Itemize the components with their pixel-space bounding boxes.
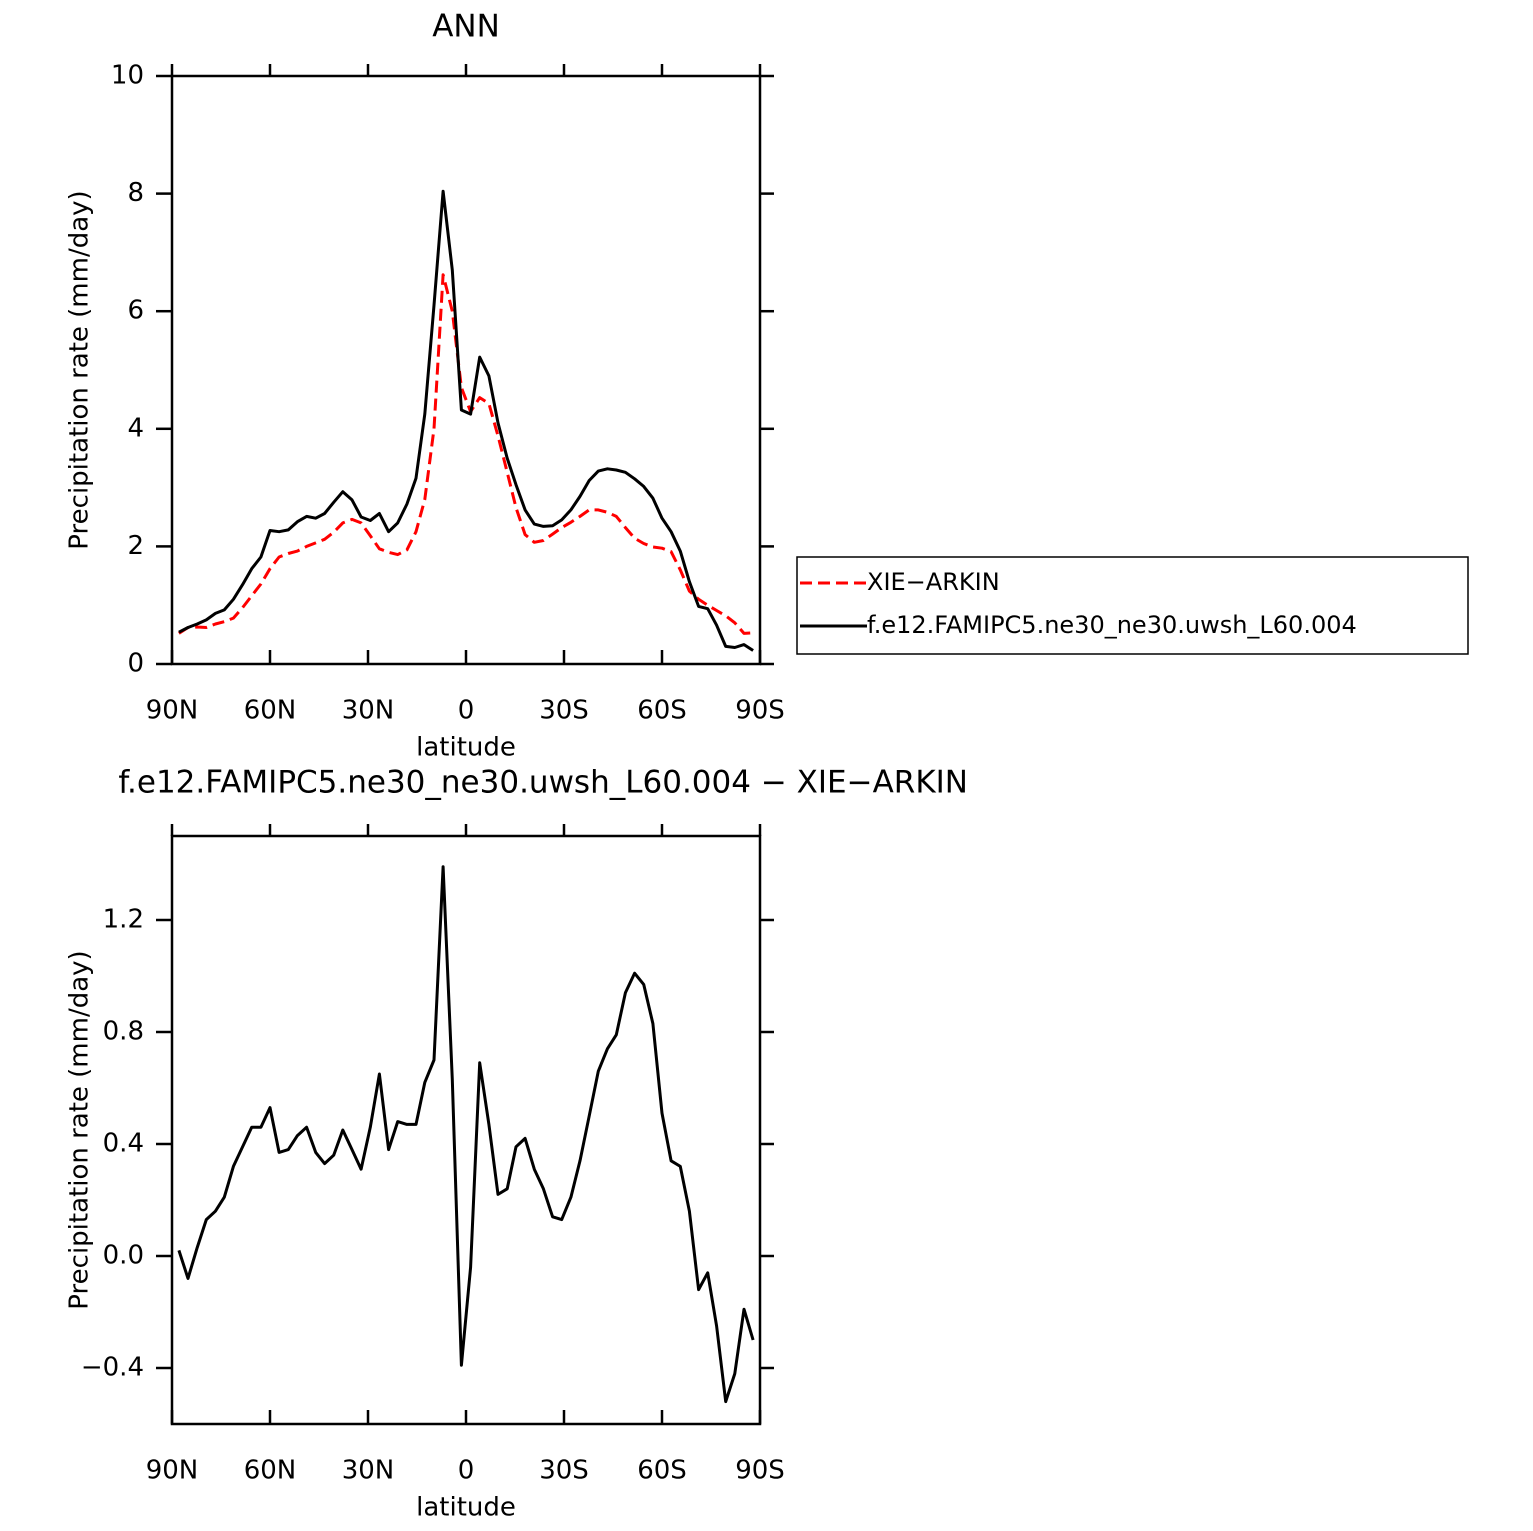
data-line: [178, 189, 754, 652]
x-axis-label: latitude: [416, 733, 516, 763]
y-tick-label: 0: [127, 649, 144, 679]
x-tick-label: 60N: [244, 696, 297, 726]
x-tick-label: 60N: [244, 1456, 297, 1486]
plot-frame: [170, 834, 762, 1426]
y-tick-label: 8: [127, 178, 144, 208]
y-tick-label: 0.0: [103, 1241, 144, 1271]
x-tick-label: 90S: [735, 1456, 785, 1486]
y-tick-label: 4: [127, 413, 144, 443]
chart-title: f.e12.FAMIPC5.ne30_ne30.uwsh_L60.004 − X…: [118, 765, 968, 801]
x-tick-label: 30N: [342, 1456, 395, 1486]
data-line: [177, 865, 755, 1404]
x-tick-label: 0: [458, 1456, 475, 1486]
legend-box: [796, 556, 1469, 655]
y-axis-label: Precipitation rate (mm/day): [65, 950, 95, 1309]
legend-label: XIE−ARKIN: [867, 568, 1000, 596]
legend-label: f.e12.FAMIPC5.ne30_ne30.uwsh_L60.004: [867, 611, 1357, 639]
plot-frame: [170, 74, 762, 666]
x-tick-label: 30S: [539, 1456, 589, 1486]
x-tick-label: 30S: [539, 696, 589, 726]
x-tick-label: 90S: [735, 696, 785, 726]
y-tick-label: 6: [127, 296, 144, 326]
data-line: [178, 273, 754, 635]
y-tick-label: 10: [111, 61, 144, 91]
x-tick-label: 30N: [342, 696, 395, 726]
y-tick-label: 0.4: [103, 1129, 144, 1159]
chart-title: ANN: [432, 9, 500, 45]
x-axis-label: latitude: [416, 1493, 516, 1523]
y-tick-label: 1.2: [103, 905, 144, 935]
y-axis-label: Precipitation rate (mm/day): [65, 190, 95, 549]
x-tick-label: 60S: [637, 696, 687, 726]
y-tick-label: 2: [127, 531, 144, 561]
x-tick-label: 90N: [146, 696, 199, 726]
y-tick-label: −0.4: [81, 1353, 144, 1383]
x-tick-label: 90N: [146, 1456, 199, 1486]
y-tick-label: 0.8: [103, 1017, 144, 1047]
x-tick-label: 60S: [637, 1456, 687, 1486]
x-tick-label: 0: [458, 696, 475, 726]
